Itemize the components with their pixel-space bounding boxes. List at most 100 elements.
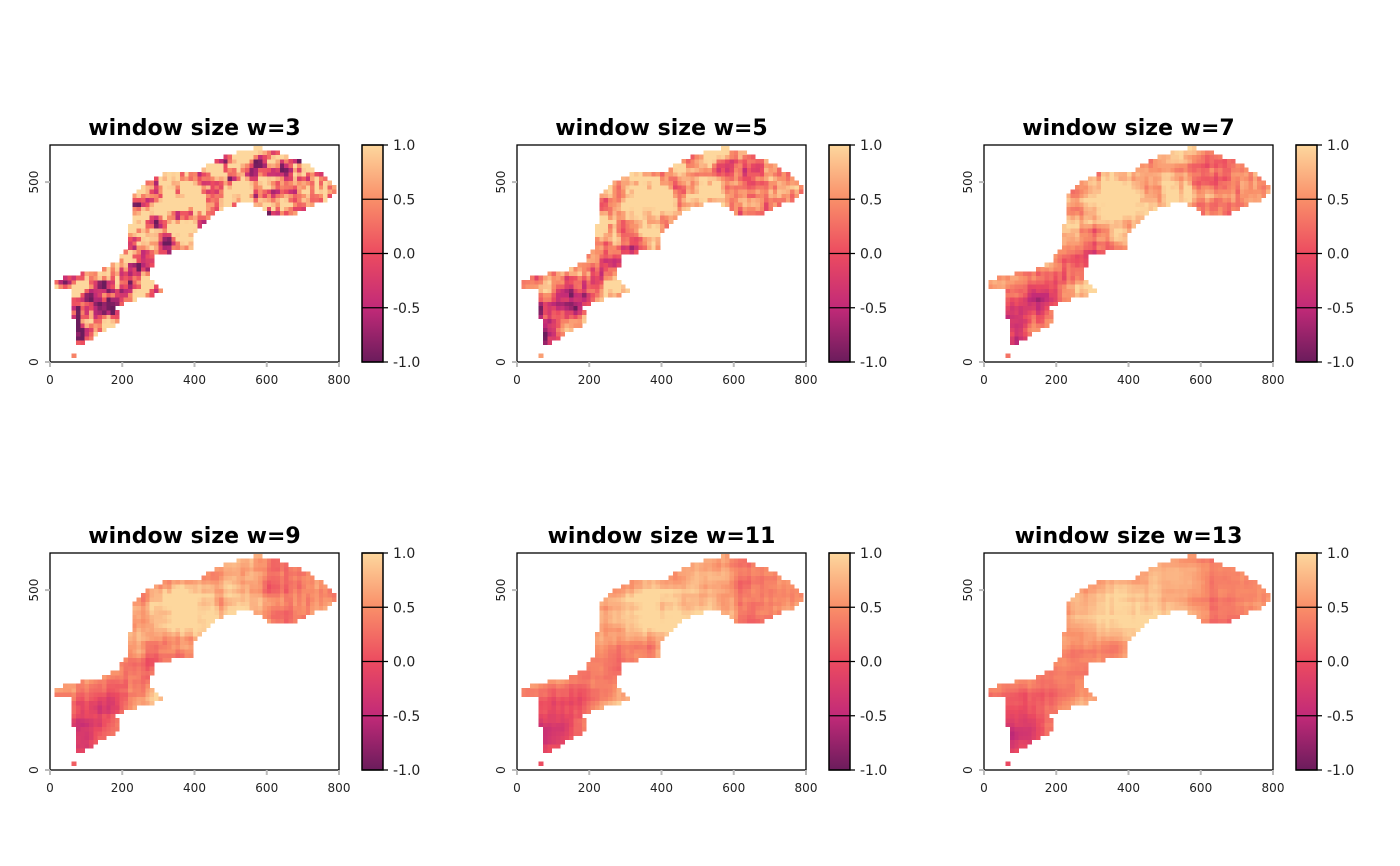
raster-cell	[149, 180, 155, 186]
raster-cell	[1049, 279, 1054, 285]
raster-cell	[1023, 336, 1028, 341]
raster-cell	[162, 210, 168, 216]
raster-cell	[616, 618, 622, 624]
raster-cell	[781, 597, 787, 602]
raster-cell	[1005, 761, 1011, 766]
raster-cell	[716, 567, 722, 572]
raster-cell	[716, 150, 722, 156]
raster-cell	[76, 288, 81, 294]
panel-w11: window size w=110 200 400 600 80005001.00.50…	[494, 524, 887, 795]
raster-cell	[616, 666, 622, 671]
raster-cell	[253, 154, 259, 160]
raster-cell	[136, 657, 142, 663]
raster-cell	[93, 705, 98, 710]
raster-cell	[642, 210, 648, 216]
raster-cell	[279, 584, 285, 589]
raster-cell	[746, 189, 752, 194]
raster-cell	[154, 284, 159, 289]
raster-cell	[219, 176, 224, 181]
raster-cell	[245, 592, 250, 598]
raster-cell	[1031, 284, 1037, 289]
raster-cell	[716, 597, 722, 602]
raster-cell	[1031, 731, 1037, 736]
raster-cell	[132, 254, 137, 259]
raster-cell	[305, 605, 311, 611]
raster-cell	[638, 614, 644, 620]
colorbar-label: 0.5	[860, 192, 882, 208]
raster-cell	[71, 761, 77, 766]
raster-cell	[586, 275, 591, 281]
raster-cell	[123, 292, 129, 298]
raster-cell	[132, 670, 137, 676]
raster-cell	[590, 666, 596, 671]
raster-cell	[569, 267, 574, 272]
raster-cell	[543, 713, 548, 719]
raster-cell	[1036, 687, 1041, 693]
raster-cell	[154, 189, 159, 194]
raster-cell	[136, 614, 142, 620]
raster-cell	[214, 202, 220, 207]
raster-cell	[634, 219, 639, 225]
raster-cell	[997, 279, 1002, 285]
raster-cell	[1014, 679, 1019, 684]
raster-cell	[1057, 284, 1063, 289]
raster-cell	[271, 575, 276, 581]
raster-cell	[236, 571, 242, 576]
raster-cell	[1239, 189, 1245, 194]
raster-cell	[1148, 176, 1154, 181]
raster-cell	[1066, 623, 1071, 628]
raster-cell	[595, 284, 600, 289]
raster-cell	[647, 588, 652, 594]
raster-cell	[1157, 163, 1163, 168]
raster-cell	[123, 683, 129, 689]
raster-cell	[573, 709, 578, 715]
raster-cell	[1062, 267, 1067, 272]
raster-cell	[612, 649, 617, 654]
raster-cell	[560, 301, 565, 307]
raster-cell	[1192, 180, 1197, 186]
raster-cell	[582, 700, 587, 706]
raster-cell	[694, 610, 700, 615]
raster-cell	[175, 623, 181, 628]
raster-cell	[292, 206, 298, 212]
raster-cell	[279, 184, 285, 190]
raster-cell	[214, 614, 220, 620]
raster-cell	[171, 197, 177, 203]
raster-cell	[1222, 176, 1228, 181]
raster-cell	[80, 679, 85, 684]
raster-cell	[284, 575, 289, 581]
raster-cell	[1209, 150, 1215, 156]
raster-cell	[586, 687, 591, 693]
raster-cell	[128, 640, 133, 646]
raster-cell	[158, 197, 164, 203]
raster-cell	[1023, 275, 1028, 281]
raster-cell	[621, 228, 626, 233]
raster-cell	[668, 627, 674, 633]
raster-cell	[141, 232, 146, 238]
raster-cell	[712, 575, 717, 581]
raster-cell	[1196, 163, 1202, 168]
raster-cell	[240, 579, 246, 585]
raster-cell	[249, 180, 255, 186]
raster-cell	[128, 249, 133, 255]
raster-cell	[1226, 193, 1232, 199]
raster-cell	[1096, 636, 1102, 641]
raster-cell	[284, 154, 289, 160]
raster-cell	[262, 159, 268, 164]
raster-cell	[206, 184, 211, 190]
raster-cell	[1161, 154, 1167, 160]
raster-cell	[1083, 262, 1089, 268]
raster-cell	[1239, 202, 1245, 207]
raster-cell	[738, 150, 743, 156]
raster-cell	[564, 735, 570, 741]
raster-cell	[703, 601, 709, 607]
raster-cell	[586, 271, 591, 276]
raster-cell	[80, 284, 85, 289]
raster-cell	[266, 189, 272, 194]
raster-cell	[647, 197, 652, 203]
raster-cell	[1018, 679, 1024, 684]
raster-cell	[621, 597, 626, 602]
raster-cell	[1062, 675, 1067, 680]
raster-cell	[1088, 232, 1093, 238]
raster-cell	[102, 675, 107, 680]
